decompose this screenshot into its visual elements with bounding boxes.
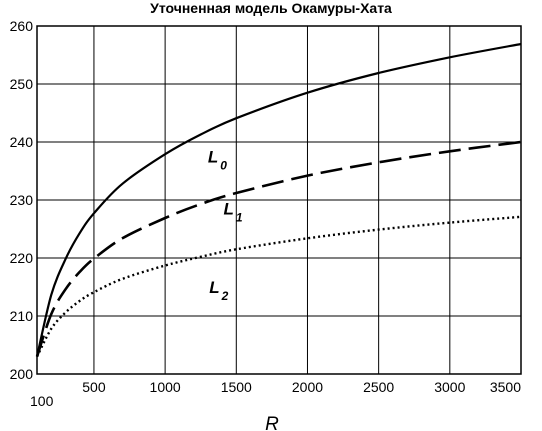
y-axis-ticks: 200 210 220 230 240 250 260: [10, 18, 34, 382]
plot-frame: [36, 25, 522, 375]
x-tick-label: 1500: [221, 379, 252, 395]
y-tick-label: 200: [10, 366, 34, 382]
x-axis-label: R: [265, 414, 279, 431]
grid: [37, 26, 521, 374]
series-group: [35, 42, 522, 358]
y-tick-label: 230: [10, 192, 34, 208]
x-tick-label: 2500: [363, 379, 394, 395]
x-tick-label: 3000: [434, 379, 465, 395]
x-tick-label: 500: [82, 379, 106, 395]
y-tick-label: 250: [10, 76, 34, 92]
x-tick-label: 3500: [490, 379, 521, 395]
series-line-L1: [35, 140, 522, 358]
y-tick-label: 260: [10, 18, 34, 34]
y-tick-label: 220: [10, 250, 34, 266]
x-tick-label: 2000: [292, 379, 323, 395]
y-tick-label: 210: [10, 308, 34, 324]
series-line-L2: [35, 215, 522, 358]
chart-title: Уточненная модель Окамуры-Хата: [150, 0, 392, 16]
x-tick-label: 100: [30, 393, 54, 409]
x-tick-label: 1000: [150, 379, 181, 395]
series-line-L0: [35, 42, 522, 357]
y-tick-label: 240: [10, 134, 34, 150]
series-labels: L 0 L 1 L 2: [208, 147, 243, 302]
x-axis-ticks: 100 500 1000 1500 2000 2500 3000 3500: [30, 379, 521, 409]
